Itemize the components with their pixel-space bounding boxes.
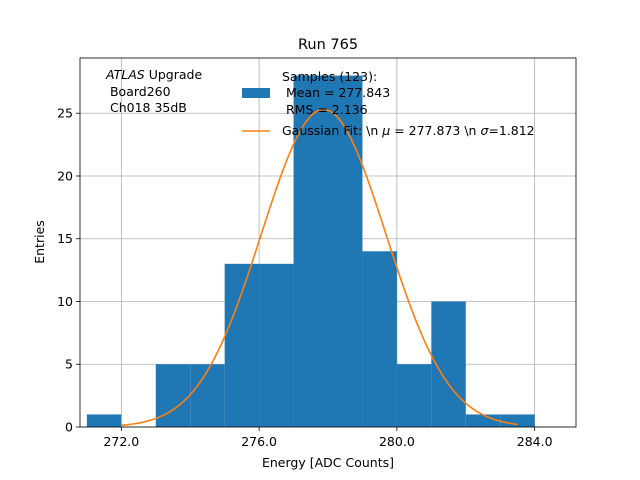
histogram-bar-10 xyxy=(431,301,466,427)
histogram-bar-8 xyxy=(362,251,397,427)
annotation-atlas: ATLAS xyxy=(105,67,145,82)
histogram-bar-2 xyxy=(155,364,191,427)
x-axis-ticks: 272.0 276.0 280.0 284.0 xyxy=(103,427,553,449)
atlas-annotation: ATLAS Upgrade Board260 Ch018 35dB xyxy=(105,67,202,115)
y-axis-label: Entries xyxy=(32,220,47,264)
legend-histogram-swatch xyxy=(242,88,270,98)
y-tick-label-4: 20 xyxy=(57,168,73,183)
x-tick-label-2: 280.0 xyxy=(379,434,415,449)
annotation-board: Board260 xyxy=(106,84,171,99)
y-axis-ticks: 0 5 10 15 20 25 xyxy=(57,106,80,435)
histogram-bar-4 xyxy=(224,263,260,427)
x-tick-label-3: 284.0 xyxy=(517,434,553,449)
x-tick-label-1: 276.0 xyxy=(241,434,277,449)
histogram-bar-3 xyxy=(190,364,225,427)
y-tick-label-5: 25 xyxy=(57,106,73,121)
annotation-upgrade: Upgrade xyxy=(145,67,203,82)
legend: Samples (123): Mean = 277.843 RMS = 2.13… xyxy=(242,69,535,138)
y-tick-label-1: 5 xyxy=(65,357,73,372)
legend-rms-label: RMS = 2.136 xyxy=(282,102,368,117)
histogram-bar-11 xyxy=(465,414,501,427)
x-tick-label-0: 272.0 xyxy=(103,434,139,449)
legend-samples-label: Samples (123): xyxy=(282,69,377,84)
histogram-bar-5 xyxy=(259,263,294,427)
legend-fit-label: Gaussian Fit: \n μ = 277.873 \n σ=1.812 xyxy=(282,123,535,138)
histogram-bar-7 xyxy=(328,75,363,428)
legend-fit-prefix: Gaussian Fit: \n xyxy=(282,123,382,138)
annotation-line-1: ATLAS Upgrade xyxy=(105,67,202,82)
annotation-channel: Ch018 35dB xyxy=(106,100,187,115)
legend-fit-mu: μ xyxy=(381,123,390,138)
legend-fit-sigma: σ xyxy=(480,123,489,138)
histogram-bar-0 xyxy=(86,414,122,427)
legend-mean-label: Mean = 277.843 xyxy=(282,85,390,100)
legend-fit-mu-value: = 277.873 \n xyxy=(390,123,480,138)
histogram-bar-12 xyxy=(500,414,535,427)
gaussian-fit-curve xyxy=(121,108,518,427)
plot-frame xyxy=(79,57,577,428)
histogram-bar-9 xyxy=(396,364,432,427)
legend-fit-sigma-value: =1.812 xyxy=(488,123,534,138)
x-axis-label: Energy [ADC Counts] xyxy=(262,455,394,470)
y-tick-label-0: 0 xyxy=(65,420,73,435)
chart-title: Run 765 xyxy=(298,37,358,53)
y-tick-label-2: 10 xyxy=(57,294,73,309)
y-tick-label-3: 15 xyxy=(57,231,73,246)
